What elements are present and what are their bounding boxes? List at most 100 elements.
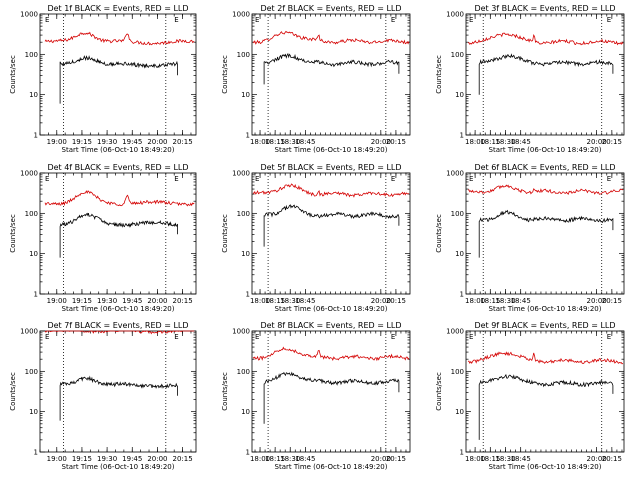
series-lld-line [252,346,410,362]
x-tick-label: 18:45 [295,455,315,463]
panel-title: Det 1f BLACK = Events, RED = LLD [47,4,188,13]
x-tick-label: 20:00 [587,138,607,146]
marker-e-label: E [607,16,611,24]
y-tick-label: 1000 [232,11,250,19]
x-tick-label: 20:00 [587,297,607,305]
series-events-line [478,373,614,440]
x-tick-label: 18:00 [250,455,270,463]
marker-e-label: E [469,16,473,24]
y-tick-label: 1000 [446,11,464,19]
x-tick-label: 19:45 [122,455,142,463]
y-axis-label: Counts/sec [221,214,229,253]
y-tick-label: 10 [29,408,38,416]
y-tick-label: 100 [451,210,464,218]
marker-e-label: E [255,16,259,24]
panel-title: Det 8f BLACK = Events, RED = LLD [260,321,401,330]
x-axis-label: Start Time (06-Oct-10 18:49:20) [489,146,602,154]
x-tick-label: 20:00 [371,455,391,463]
panel-title: Det 7f BLACK = Events, RED = LLD [47,321,188,330]
series-lld-line [467,184,624,195]
panel-det-3: Det 3f BLACK = Events, RED = LLD 1 10 100 10… [435,4,625,154]
marker-e-label: E [45,333,49,341]
y-tick-label: 100 [237,210,250,218]
series-lld-line [467,351,624,365]
x-axis-label: Start Time (06-Oct-10 18:49:20) [62,463,175,471]
panel-det-2: Det 2f BLACK = Events, RED = LLD 1 10 100 10… [221,4,411,154]
x-tick-label: 19:00 [47,138,67,146]
x-tick-label: 19:00 [47,455,67,463]
x-tick-label: 18:30 [280,455,300,463]
x-tick-label: 18:15 [265,138,285,146]
y-tick-label: 100 [237,51,250,59]
series-lld-line [467,32,624,46]
x-tick-label: 19:00 [47,297,67,305]
x-tick-label: 18:15 [480,297,500,305]
marker-e-label: E [391,175,395,183]
y-tick-label: 1 [460,291,464,299]
y-axis-label: Counts/sec [435,55,443,94]
x-tick-label: 18:15 [265,455,285,463]
x-tick-label: 20:00 [147,455,167,463]
panel-title: Det 4f BLACK = Events, RED = LLD [47,163,188,172]
y-tick-label: 100 [451,51,464,59]
x-tick-label: 18:45 [511,455,531,463]
x-tick-label: 20:15 [172,455,192,463]
y-axis-label: Counts/sec [9,214,17,253]
y-tick-label: 1 [34,291,38,299]
x-tick-label: 18:45 [511,297,531,305]
plot-frame [251,13,411,136]
y-tick-label: 1 [460,449,464,457]
marker-e-label: E [469,175,473,183]
x-tick-label: 19:30 [97,138,117,146]
x-tick-label: 19:15 [72,138,92,146]
x-tick-label: 20:15 [172,297,192,305]
panel-title: Det 6f BLACK = Events, RED = LLD [474,163,615,172]
y-tick-label: 1000 [20,328,38,336]
y-tick-label: 1000 [446,170,464,178]
marker-e-label: E [607,175,611,183]
y-axis-label: Counts/sec [9,55,17,94]
y-tick-label: 1000 [20,170,38,178]
x-tick-label: 18:30 [280,297,300,305]
series-events-line [59,375,178,421]
x-tick-label: 20:15 [386,297,406,305]
panel-det-5: Det 5f BLACK = Events, RED = LLD 1 10 100 10… [221,163,411,313]
x-tick-label: 20:00 [371,297,391,305]
y-tick-label: 1 [34,449,38,457]
series-events-line [478,53,614,95]
y-tick-label: 1 [460,132,464,140]
x-axis-label: Start Time (06-Oct-10 18:49:20) [275,146,388,154]
marker-e-label: E [607,333,611,341]
plot-frame [39,172,197,295]
series-events-line [478,209,614,258]
x-tick-label: 18:00 [465,297,485,305]
plot-frame [465,13,625,136]
series-lld-line [44,330,195,335]
panel-title: Det 3f BLACK = Events, RED = LLD [474,4,615,13]
x-tick-label: 20:15 [172,138,192,146]
y-tick-label: 100 [25,210,38,218]
x-tick-label: 19:45 [122,297,142,305]
y-tick-label: 10 [29,250,38,258]
y-tick-label: 10 [455,91,464,99]
y-tick-label: 1000 [232,328,250,336]
series-events-line [263,52,400,85]
y-tick-label: 10 [455,408,464,416]
marker-e-label: E [174,16,178,24]
x-tick-label: 18:00 [465,138,485,146]
y-tick-label: 1 [246,291,250,299]
panel-det-7: Det 7f BLACK = Events, RED = LLD 1 10 100 10… [9,321,197,471]
y-tick-label: 10 [29,91,38,99]
x-tick-label: 18:15 [480,138,500,146]
x-tick-label: 19:45 [122,138,142,146]
panel-title: Det 5f BLACK = Events, RED = LLD [260,163,401,172]
series-events-line [263,371,400,424]
y-tick-label: 1 [34,132,38,140]
x-tick-label: 18:45 [295,138,315,146]
y-tick-label: 10 [241,408,250,416]
marker-e-label: E [45,16,49,24]
x-axis-label: Start Time (06-Oct-10 18:49:20) [275,305,388,313]
series-lld-line [44,190,195,207]
series-events-line [59,55,178,104]
